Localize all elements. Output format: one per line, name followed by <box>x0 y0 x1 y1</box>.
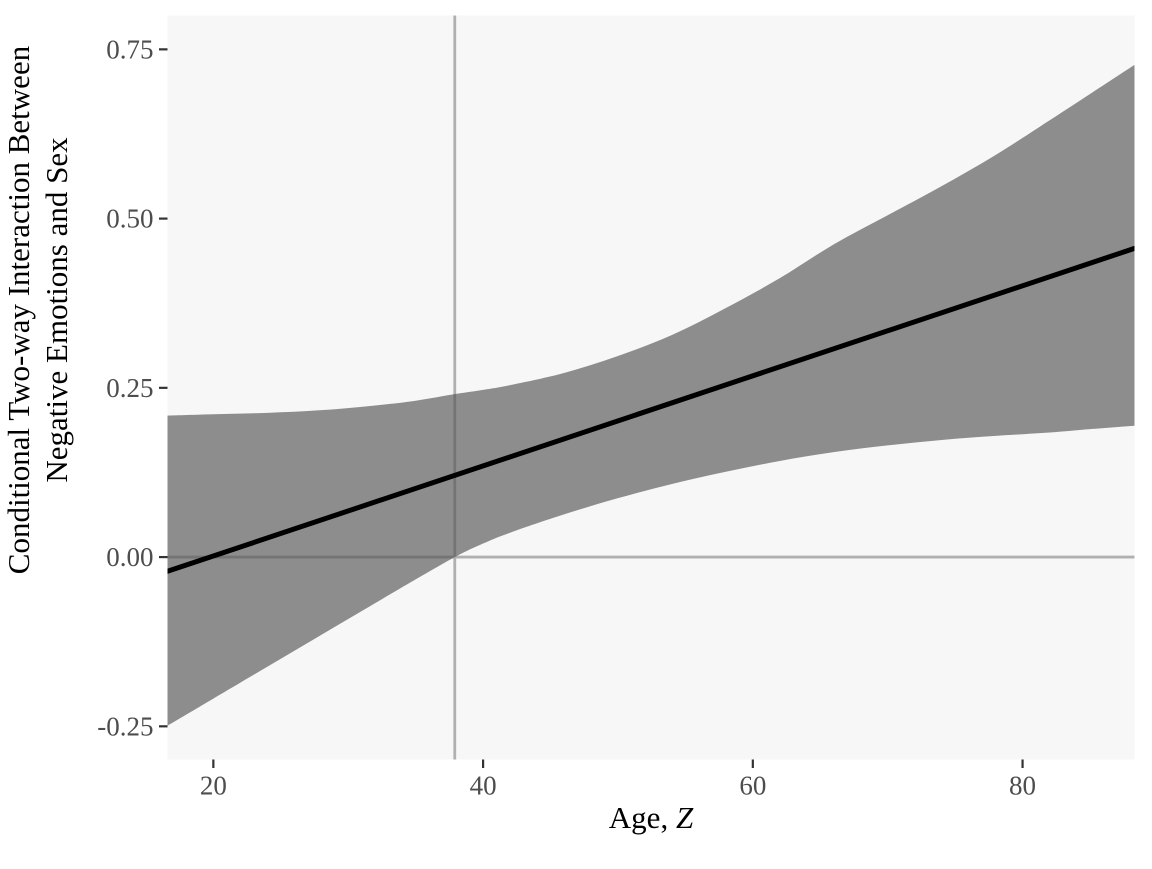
y-axis-tick-label: 0.75 <box>106 34 153 64</box>
x-axis-tick-label: 80 <box>1009 771 1036 801</box>
axes: -0.25 0.00 0.25 0.50 0.75 20 40 60 80 <box>97 34 1036 800</box>
regression-line <box>167 245 1135 574</box>
x-axis-title: Age, Z <box>609 800 694 835</box>
confidence-band <box>167 64 1135 726</box>
x-axis-tick-label: 60 <box>739 771 766 801</box>
y-axis-tick-label: 0.25 <box>106 373 153 403</box>
y-axis-tick-label: 0.00 <box>106 542 153 572</box>
y-axis-tick-label: -0.25 <box>97 711 153 741</box>
y-axis-title-line-1: Conditional Two-way Interaction Between <box>1 45 36 574</box>
y-axis-tick-label: 0.50 <box>106 204 153 234</box>
x-axis-tick-label: 20 <box>200 771 227 801</box>
x-axis-tick-label: 40 <box>470 771 497 801</box>
y-axis-title-line-2: Negative Emotions and Sex <box>39 137 74 483</box>
